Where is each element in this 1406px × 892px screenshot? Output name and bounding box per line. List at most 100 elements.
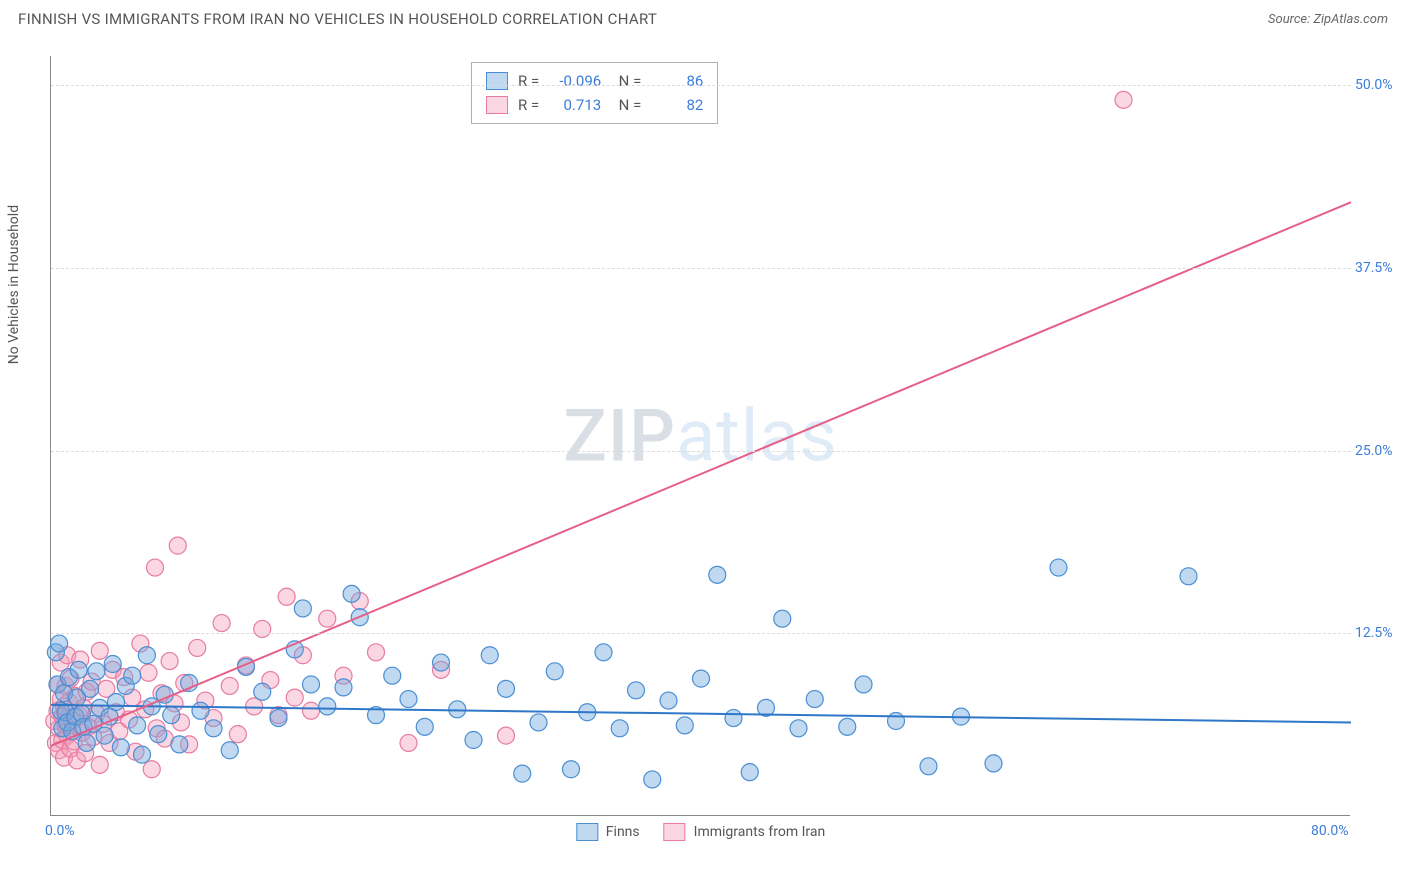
data-point: [985, 755, 1002, 772]
data-point: [108, 694, 125, 711]
data-point: [104, 656, 121, 673]
data-point: [91, 642, 108, 659]
legend-label-finns: Finns: [606, 824, 640, 840]
y-tick-label: 37.5%: [1355, 260, 1406, 276]
data-point: [171, 736, 188, 753]
data-point: [96, 727, 113, 744]
data-point: [294, 600, 311, 617]
data-point: [1115, 91, 1132, 108]
data-point: [91, 756, 108, 773]
data-point: [286, 689, 303, 706]
data-point: [129, 717, 146, 734]
data-point: [270, 710, 287, 727]
swatch-pink-icon: [664, 823, 686, 841]
data-point: [660, 692, 677, 709]
grid-line: [51, 85, 1351, 86]
data-point: [88, 663, 105, 680]
data-point: [546, 663, 563, 680]
data-point: [221, 677, 238, 694]
y-tick-label: 12.5%: [1355, 625, 1406, 641]
legend-label-iran: Immigrants from Iran: [694, 824, 826, 840]
data-point: [416, 718, 433, 735]
data-point: [229, 726, 246, 743]
data-point: [112, 739, 129, 756]
data-point: [498, 727, 515, 744]
data-point: [303, 702, 320, 719]
data-point: [384, 667, 401, 684]
data-point: [82, 680, 99, 697]
data-point: [124, 667, 141, 684]
data-point: [147, 559, 164, 576]
plot-box: ZIPatlas R = -0.096 N = 86 R = 0.713 N =…: [50, 56, 1350, 816]
data-point: [254, 683, 271, 700]
data-point: [161, 653, 178, 670]
data-point: [514, 765, 531, 782]
x-tick-label: 0.0%: [45, 823, 75, 839]
data-point: [1180, 568, 1197, 585]
data-point: [774, 610, 791, 627]
data-point: [343, 585, 360, 602]
chart-title: FINNISH VS IMMIGRANTS FROM IRAN NO VEHIC…: [18, 10, 657, 28]
data-point: [205, 720, 222, 737]
data-point: [254, 620, 271, 637]
grid-line: [51, 633, 1351, 634]
data-point: [433, 654, 450, 671]
data-point: [335, 679, 352, 696]
data-point: [709, 566, 726, 583]
header: FINNISH VS IMMIGRANTS FROM IRAN NO VEHIC…: [0, 0, 1406, 36]
scatter-plot-svg: [51, 56, 1351, 816]
x-tick-label: 80.0%: [1311, 823, 1349, 839]
data-point: [163, 707, 180, 724]
data-point: [150, 726, 167, 743]
data-point: [806, 691, 823, 708]
source-citation: Source: ZipAtlas.com: [1268, 12, 1388, 27]
data-point: [1050, 559, 1067, 576]
data-point: [192, 702, 209, 719]
legend-item-iran: Immigrants from Iran: [664, 823, 826, 841]
data-point: [481, 647, 498, 664]
data-point: [278, 588, 295, 605]
data-point: [725, 710, 742, 727]
data-point: [70, 661, 87, 678]
data-point: [189, 639, 206, 656]
data-point: [790, 720, 807, 737]
data-point: [140, 664, 157, 681]
data-point: [530, 714, 547, 731]
data-point: [465, 732, 482, 749]
data-point: [595, 644, 612, 661]
data-point: [221, 742, 238, 759]
data-point: [693, 670, 710, 687]
data-point: [400, 734, 417, 751]
data-point: [169, 537, 186, 554]
data-point: [855, 676, 872, 693]
y-tick-label: 25.0%: [1355, 443, 1406, 459]
source-prefix: Source:: [1268, 12, 1313, 27]
data-point: [498, 680, 515, 697]
data-point: [51, 635, 68, 652]
data-point: [134, 746, 151, 763]
data-point: [368, 644, 385, 661]
trend-line: [51, 202, 1351, 746]
trend-line: [51, 705, 1351, 723]
data-point: [319, 610, 336, 627]
source-name: ZipAtlas.com: [1313, 12, 1388, 27]
data-point: [563, 761, 580, 778]
data-point: [213, 615, 230, 632]
data-point: [143, 761, 160, 778]
data-point: [78, 734, 95, 751]
data-point: [888, 713, 905, 730]
data-point: [138, 647, 155, 664]
legend-item-finns: Finns: [576, 823, 640, 841]
data-point: [644, 771, 661, 788]
data-point: [676, 717, 693, 734]
data-point: [628, 682, 645, 699]
data-point: [839, 718, 856, 735]
data-point: [303, 676, 320, 693]
grid-line: [51, 451, 1351, 452]
data-point: [400, 691, 417, 708]
data-point: [319, 698, 336, 715]
data-point: [741, 764, 758, 781]
data-point: [920, 758, 937, 775]
series-legend: Finns Immigrants from Iran: [576, 823, 825, 841]
grid-line: [51, 268, 1351, 269]
